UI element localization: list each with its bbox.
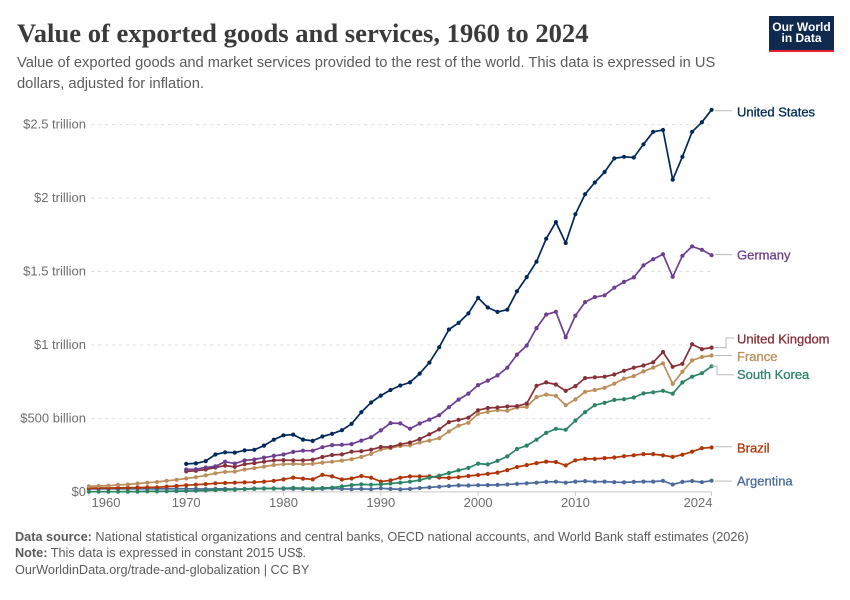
svg-text:1990: 1990: [366, 495, 395, 510]
svg-text:1960: 1960: [92, 495, 121, 510]
svg-text:$500 billion: $500 billion: [20, 410, 86, 425]
svg-text:$1.5 trillion: $1.5 trillion: [23, 264, 86, 279]
svg-text:$1 trillion: $1 trillion: [34, 337, 86, 352]
svg-text:$2.5 trillion: $2.5 trillion: [23, 117, 86, 132]
svg-text:United States: United States: [737, 105, 816, 120]
svg-text:Brazil: Brazil: [737, 441, 770, 456]
svg-text:1980: 1980: [269, 495, 298, 510]
svg-text:2024: 2024: [684, 495, 713, 510]
svg-text:South Korea: South Korea: [737, 367, 810, 382]
svg-text:$2 trillion: $2 trillion: [34, 190, 86, 205]
svg-text:Argentina: Argentina: [737, 474, 793, 489]
svg-text:2010: 2010: [561, 495, 590, 510]
svg-text:1970: 1970: [172, 495, 201, 510]
svg-text:United Kingdom: United Kingdom: [737, 332, 830, 347]
svg-text:France: France: [737, 349, 777, 364]
svg-text:$0: $0: [72, 484, 86, 499]
svg-text:Germany: Germany: [737, 248, 791, 263]
svg-text:2000: 2000: [464, 495, 493, 510]
